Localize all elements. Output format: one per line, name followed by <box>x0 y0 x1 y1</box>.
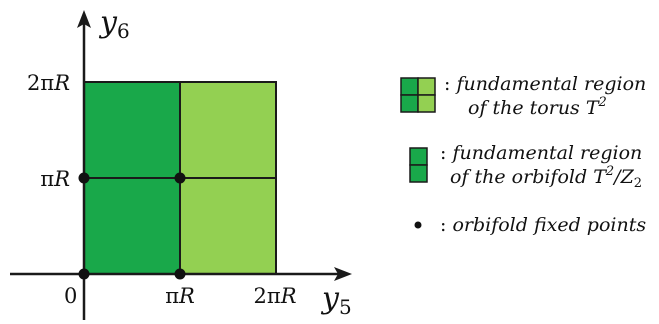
legend-swatch-torus <box>400 77 436 113</box>
x-axis-arrowhead <box>334 267 352 281</box>
tick-label-origin: 0 <box>64 284 77 308</box>
fixed-point-pi-r-y <box>78 172 90 184</box>
legend-torus: : fundamental region of the torus T2 <box>444 73 647 119</box>
legend-swatch-orbifold <box>409 147 428 183</box>
fixed-point-pi-r-x <box>174 268 186 280</box>
cell-light-bottom <box>180 178 276 274</box>
cell-dark-bottom <box>84 178 180 274</box>
legend-dot-fixed-points <box>414 221 422 229</box>
legend-orbifold: : fundamental region of the orbifold T2/… <box>440 142 643 191</box>
fixed-point-origin <box>78 268 90 280</box>
cell-light-top <box>180 82 276 178</box>
fixed-point-center <box>174 172 186 184</box>
legend-fixed-points: : orbifold fixed points <box>440 214 647 236</box>
y-axis-label: y6 <box>98 5 130 43</box>
cell-dark-top <box>84 82 180 178</box>
x-axis-label: y5 <box>320 281 352 319</box>
tick-label-x-2pi-r: 2πR <box>254 284 297 308</box>
tick-label-x-pi-r: πR <box>165 284 195 308</box>
y-axis-arrowhead <box>77 10 91 28</box>
tick-label-y-2pi-r: 2πR <box>27 71 70 95</box>
tick-label-y-pi-r: πR <box>40 167 70 191</box>
